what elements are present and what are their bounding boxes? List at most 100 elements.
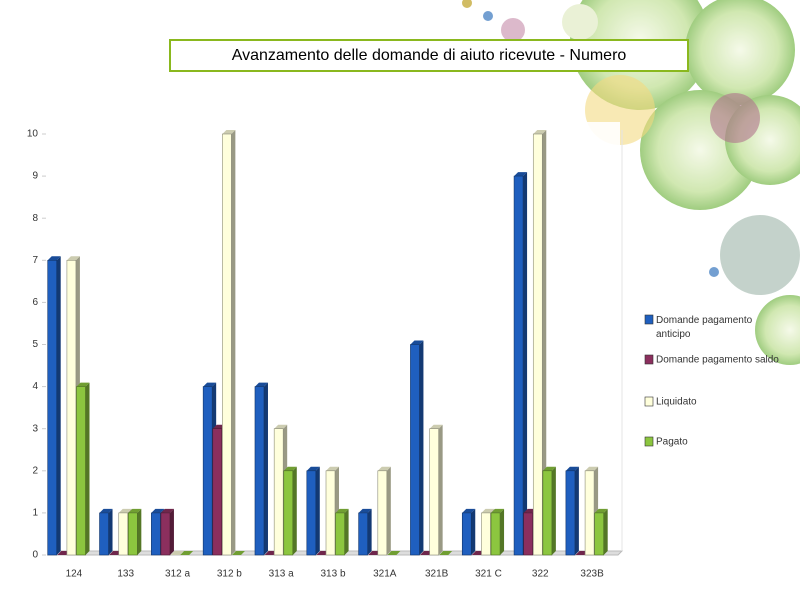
- x-tick-label: 313 b: [320, 569, 345, 580]
- x-tick-label: 312 b: [217, 569, 242, 580]
- bar-side: [471, 508, 476, 555]
- bar-top: [151, 508, 165, 513]
- bar-side: [367, 508, 372, 555]
- y-tick-label: 10: [27, 129, 39, 140]
- bar-top: [429, 424, 443, 429]
- bar-top: [335, 508, 349, 513]
- y-tick-label: 0: [32, 550, 38, 561]
- bar: [66, 259, 77, 556]
- x-tick-label: 124: [66, 569, 83, 580]
- bar-top: [128, 508, 142, 513]
- bar: [273, 428, 284, 556]
- x-tick-label: 323B: [580, 569, 604, 580]
- bar-top: [565, 466, 579, 471]
- bar-top: [203, 382, 217, 387]
- y-tick-label: 3: [32, 423, 38, 434]
- bar-top: [160, 508, 174, 513]
- bar-side: [574, 466, 579, 555]
- bar-top: [326, 466, 339, 471]
- bar: [306, 470, 317, 556]
- title-box: [169, 39, 689, 72]
- legend-swatch: [644, 354, 654, 365]
- bar-top: [514, 172, 528, 177]
- x-tick-label: 133: [117, 569, 134, 580]
- bar-side: [56, 256, 61, 555]
- bar-top: [594, 508, 608, 513]
- bar: [565, 470, 576, 556]
- y-tick-label: 2: [32, 465, 38, 476]
- y-tick-label: 1: [32, 508, 38, 519]
- bar-side: [292, 466, 297, 555]
- bar-top: [387, 551, 401, 555]
- x-tick-label: 321A: [373, 569, 397, 580]
- x-tick-label: 313 a: [269, 569, 294, 580]
- bar: [523, 512, 533, 556]
- bar-side: [344, 508, 349, 555]
- bar-top: [439, 551, 453, 555]
- bar-top: [585, 466, 599, 471]
- bar-side: [263, 382, 268, 555]
- bar-side: [500, 508, 505, 555]
- bar: [490, 512, 501, 556]
- bar-side: [419, 340, 424, 555]
- bar: [118, 512, 129, 556]
- bar: [202, 386, 213, 556]
- bar-side: [108, 508, 113, 555]
- bar-top: [533, 130, 547, 134]
- x-tick-label: 321 C: [475, 569, 502, 580]
- legend-label: Domande pagamento anticipo: [656, 315, 753, 340]
- x-tick-label: 321B: [425, 569, 449, 580]
- bar-top: [491, 508, 505, 513]
- bar: [222, 133, 232, 556]
- bar: [377, 470, 388, 556]
- bar-side: [231, 130, 236, 555]
- bar: [481, 512, 491, 556]
- bar-top: [274, 424, 288, 429]
- bar: [254, 386, 265, 556]
- bar-top: [99, 508, 113, 513]
- bar-top: [542, 466, 556, 471]
- y-tick-label: 6: [32, 297, 38, 308]
- bar-top: [358, 508, 372, 513]
- bar-side: [315, 466, 320, 555]
- bar: [542, 470, 553, 556]
- bar: [283, 470, 294, 556]
- y-tick-label: 9: [32, 171, 38, 182]
- bar-top: [231, 551, 245, 555]
- bar-top: [118, 508, 132, 513]
- bar-top: [76, 382, 90, 387]
- y-tick-label: 5: [32, 339, 38, 350]
- y-tick-label: 4: [32, 381, 38, 392]
- bar-top: [66, 256, 80, 261]
- bar-side: [169, 508, 174, 555]
- bar-top: [462, 508, 476, 513]
- bar: [99, 512, 109, 556]
- bar-side: [551, 466, 556, 555]
- bar-top: [283, 466, 297, 471]
- bar-side: [603, 508, 608, 555]
- background-decoration: [462, 0, 800, 365]
- legend-swatch: [644, 396, 654, 407]
- bar-top: [222, 130, 236, 134]
- bar-top: [377, 466, 391, 471]
- bar-side: [137, 508, 142, 555]
- bar: [584, 470, 595, 556]
- legend-label: Liquidato: [656, 397, 697, 408]
- legend-label: Domande pagamento saldo: [656, 355, 779, 366]
- bar: [513, 175, 524, 556]
- y-tick-label: 7: [32, 255, 38, 266]
- bar-side: [386, 466, 391, 555]
- x-tick-label: 312 a: [165, 569, 190, 580]
- bar: [212, 428, 223, 556]
- bar-top: [410, 340, 424, 345]
- bar-side: [85, 382, 90, 555]
- legend-swatch: [644, 436, 654, 447]
- bar: [151, 512, 161, 556]
- bar-side: [523, 172, 528, 555]
- bar: [160, 512, 171, 556]
- bar-top: [481, 508, 495, 513]
- bar-side: [542, 130, 547, 555]
- chart-title: Avanzamento delle domande di aiuto ricev…: [232, 47, 627, 64]
- bar-top: [306, 466, 320, 471]
